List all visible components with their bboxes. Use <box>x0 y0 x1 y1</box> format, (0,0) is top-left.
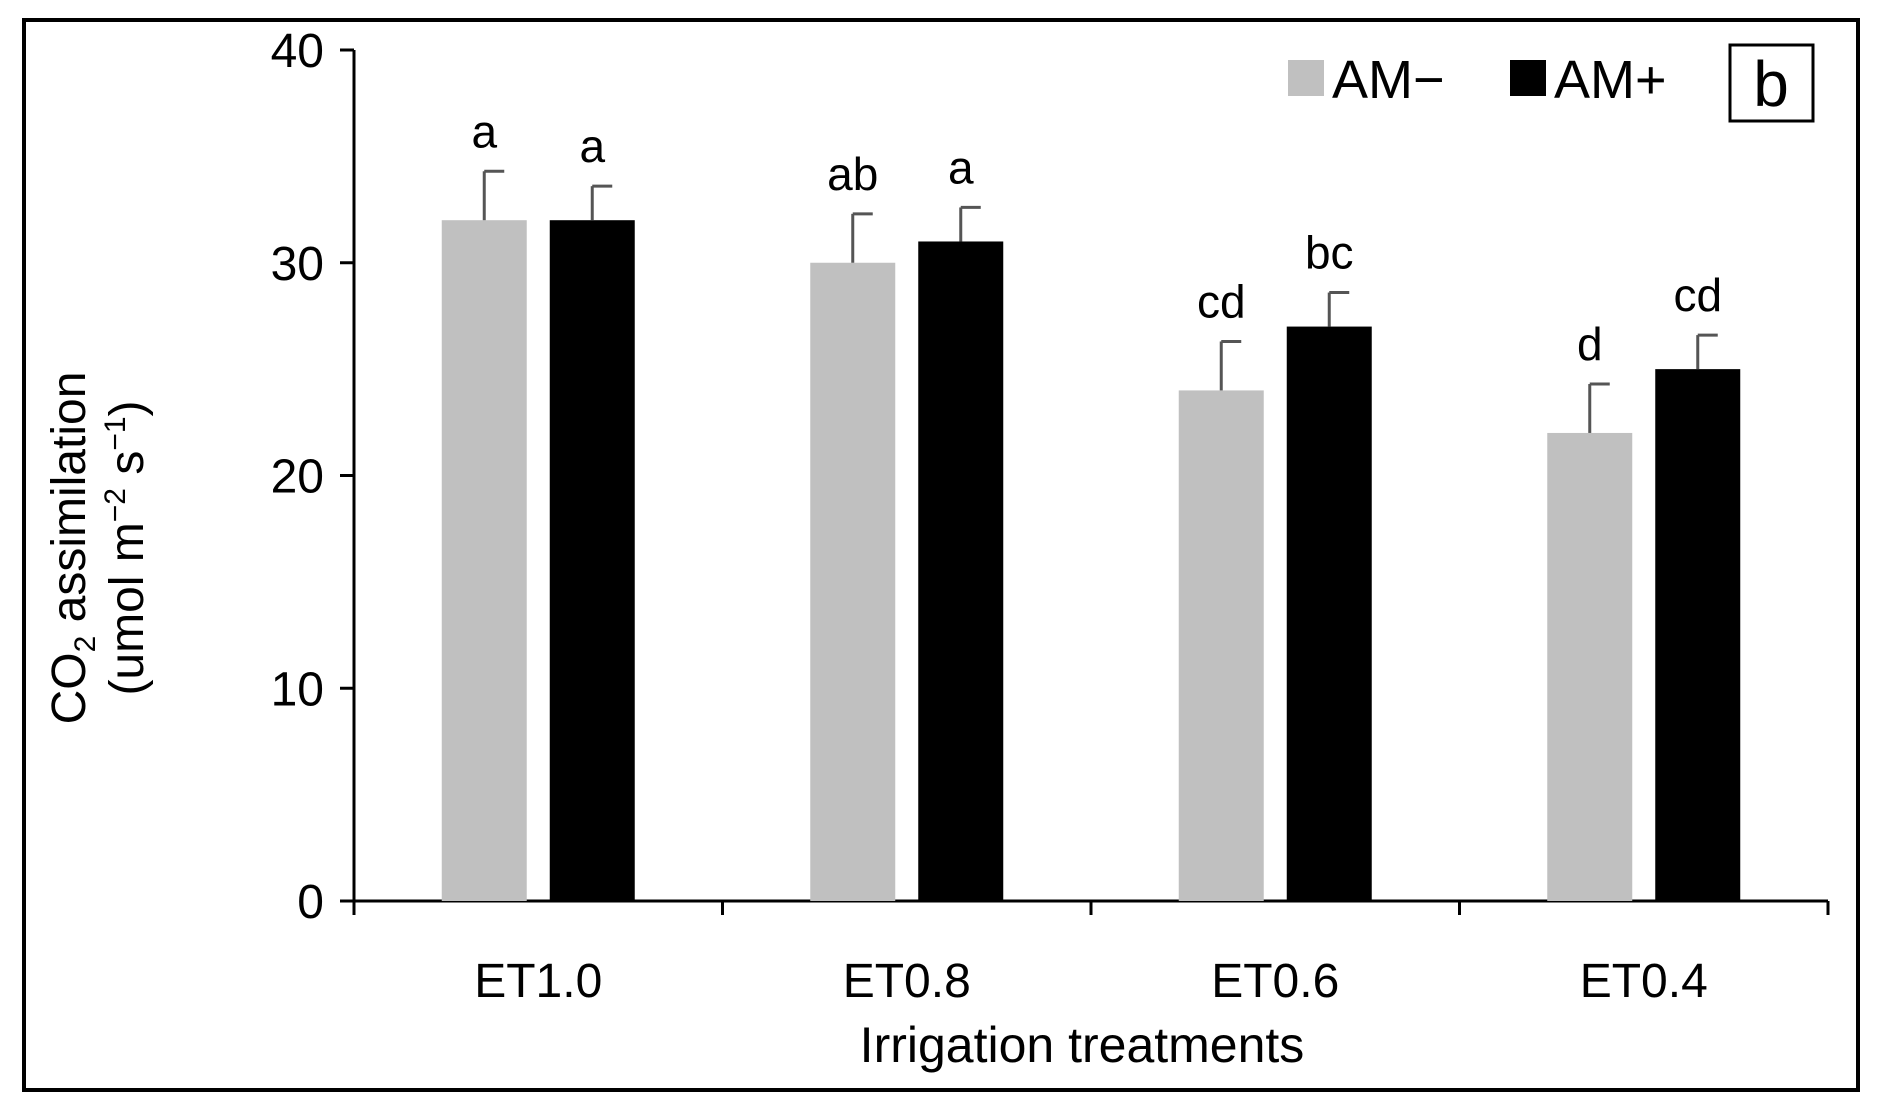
y-axis-title-line2: (umol m−2 s−1) <box>99 400 154 695</box>
legend-swatch-am-minus <box>1288 60 1324 96</box>
significance-label: a <box>471 105 497 157</box>
bar <box>549 220 635 901</box>
bar <box>810 262 896 901</box>
panel-label: b <box>1728 43 1815 123</box>
bar <box>1547 432 1633 901</box>
bar <box>1655 369 1741 901</box>
significance-label: cd <box>1673 269 1722 321</box>
bar <box>1286 326 1372 901</box>
y-tick-label: 40 <box>271 25 324 78</box>
bar <box>441 220 527 901</box>
chart-marks: 0 10 20 30 40 ET1.0 a a ET0.8 ab a ET0.6 cd bc ET0.4 d c… <box>271 25 1830 1008</box>
significance-label: ab <box>827 148 878 200</box>
significance-label: a <box>948 141 974 193</box>
panel-label-text: b <box>1753 48 1789 120</box>
bar <box>1178 390 1264 901</box>
significance-label: bc <box>1305 227 1354 279</box>
significance-label: d <box>1577 318 1603 370</box>
x-tick-label: ET0.8 <box>843 955 971 1008</box>
x-tick-label: ET1.0 <box>474 955 602 1008</box>
y-tick-label: 0 <box>297 876 324 929</box>
x-axis-title: Irrigation treatments <box>860 1017 1305 1073</box>
y-tick-label: 10 <box>271 663 324 716</box>
legend-label-am-plus: AM+ <box>1554 50 1667 110</box>
x-tick-label: ET0.6 <box>1211 955 1339 1008</box>
panel-label-box <box>1728 43 1815 123</box>
bar <box>918 241 1004 902</box>
legend: AM− AM+ <box>1288 50 1667 110</box>
significance-label: cd <box>1197 275 1246 327</box>
y-axis-title-line1: CO2 assimilation <box>43 372 102 725</box>
legend-swatch-am-plus <box>1510 60 1546 96</box>
y-tick-label: 30 <box>271 238 324 291</box>
x-tick-label: ET0.4 <box>1580 955 1708 1008</box>
y-tick-label: 20 <box>271 451 324 504</box>
y-axis-title: CO2 assimilation (umol m−2 s−1) <box>43 372 154 725</box>
significance-label: a <box>579 120 605 172</box>
legend-label-am-minus: AM− <box>1332 50 1445 110</box>
